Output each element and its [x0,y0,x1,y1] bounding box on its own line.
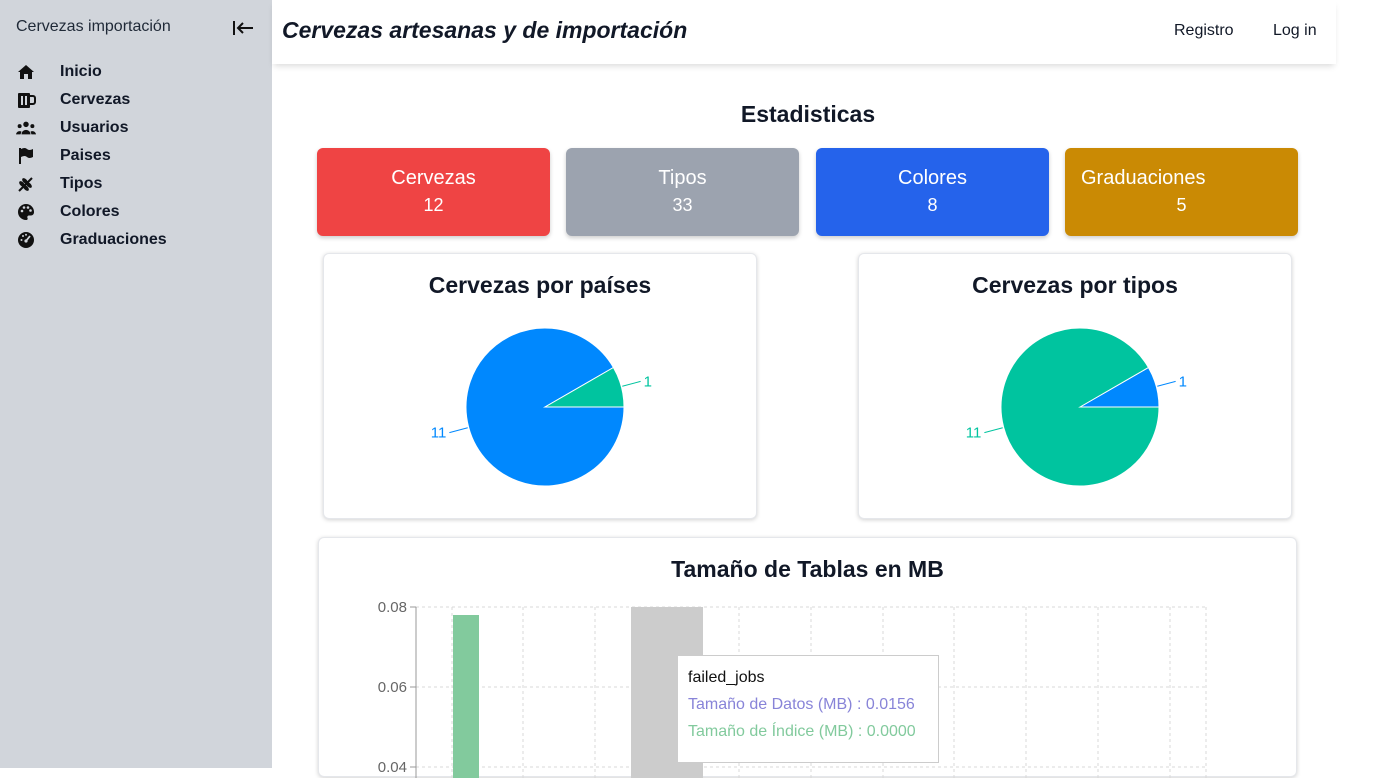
users-icon [16,118,36,138]
sidebar: Cervezas importación Inicio Cervezas Usu… [0,0,272,768]
login-link[interactable]: Log in [1273,22,1317,39]
stat-card-graduaciones: Graduaciones 5 [1065,148,1298,236]
pie-chart-tipos: 111 [966,327,1187,487]
beer-mug-icon [16,90,36,110]
pie-slice[interactable] [543,366,625,408]
sidebar-item-colores[interactable]: Colores [16,198,167,226]
sidebar-brand: Cervezas importación [16,18,171,35]
top-navbar: Cervezas artesanas y de importación Regi… [272,0,1336,64]
stat-card-colores: Colores 8 [816,148,1049,236]
sidebar-item-label: Graduaciones [60,231,167,248]
stat-card-label: Graduaciones [1081,167,1206,189]
sidebar-item-label: Inicio [60,63,102,80]
sidebar-item-inicio[interactable]: Inicio [16,58,167,86]
stat-card-cervezas: Cervezas 12 [317,148,550,236]
sidebar-item-label: Tipos [60,175,103,192]
pie-panel-tipos: Cervezas por tipos 1 11 [858,253,1292,519]
stat-card-label: Colores [898,167,967,189]
pie-panel-paises: Cervezas por países 11 1 [323,253,757,519]
sidebar-item-label: Paises [60,147,111,164]
stat-card-label: Cervezas [391,167,476,189]
stat-card-value: 8 [927,195,938,215]
chart-title: Cervezas por países [428,272,652,298]
flag-icon [16,146,36,166]
stat-card-tipos: Tipos 33 [566,148,799,236]
gauge-icon [16,230,36,250]
sidebar-item-usuarios[interactable]: Usuarios [16,114,167,142]
pie-label-line [984,427,1003,434]
sidebar-menu: Inicio Cervezas Usuarios Paises Tipos [16,58,167,254]
chart-tooltip: failed_jobs Tamaño de Datos (MB) : 0.015… [677,655,939,763]
tooltip-line: Tamaño de Índice (MB) : 0.0000 [688,723,916,740]
y-tick-label: 0.08 [378,599,407,616]
pie-label-line [449,427,468,434]
pie-label: 1 [1179,373,1187,390]
sidebar-item-cervezas[interactable]: Cervezas [16,86,167,114]
sidebar-item-label: Usuarios [60,119,129,136]
stat-card-value: 5 [1176,195,1187,215]
pie-label: 11 [966,425,982,442]
stat-card-value: 12 [423,195,444,215]
stat-card-label: Tipos [658,167,707,189]
sidebar-item-label: Cervezas [60,91,131,108]
tooltip-line: Tamaño de Datos (MB) : 0.0156 [688,696,915,713]
pie-chart-paises: 111 [431,327,652,487]
pie-slice[interactable] [1000,327,1160,487]
pie-label: 11 [431,425,447,442]
wheat-icon [16,174,36,194]
sidebar-item-graduaciones[interactable]: Graduaciones [16,226,167,254]
tooltip-title: failed_jobs [688,669,765,686]
chart-title: Tamaño de Tablas en MB [671,556,944,582]
site-title: Cervezas artesanas y de importación [282,17,688,43]
bar[interactable] [453,615,479,778]
sidebar-item-tipos[interactable]: Tipos [16,170,167,198]
pie-label-line [1157,380,1176,387]
y-tick-label: 0.06 [378,679,407,696]
page-title: Estadisticas [740,101,876,127]
pie-label: 1 [644,373,652,390]
sidebar-item-label: Colores [60,203,120,220]
home-icon [16,62,36,82]
collapse-sidebar-icon[interactable] [231,18,255,38]
chart-title: Cervezas por tipos [972,272,1178,298]
stat-card-value: 33 [672,195,693,215]
pie-label-line [622,380,641,387]
palette-icon [16,202,36,222]
register-link[interactable]: Registro [1174,22,1234,39]
sidebar-item-paises[interactable]: Paises [16,142,167,170]
